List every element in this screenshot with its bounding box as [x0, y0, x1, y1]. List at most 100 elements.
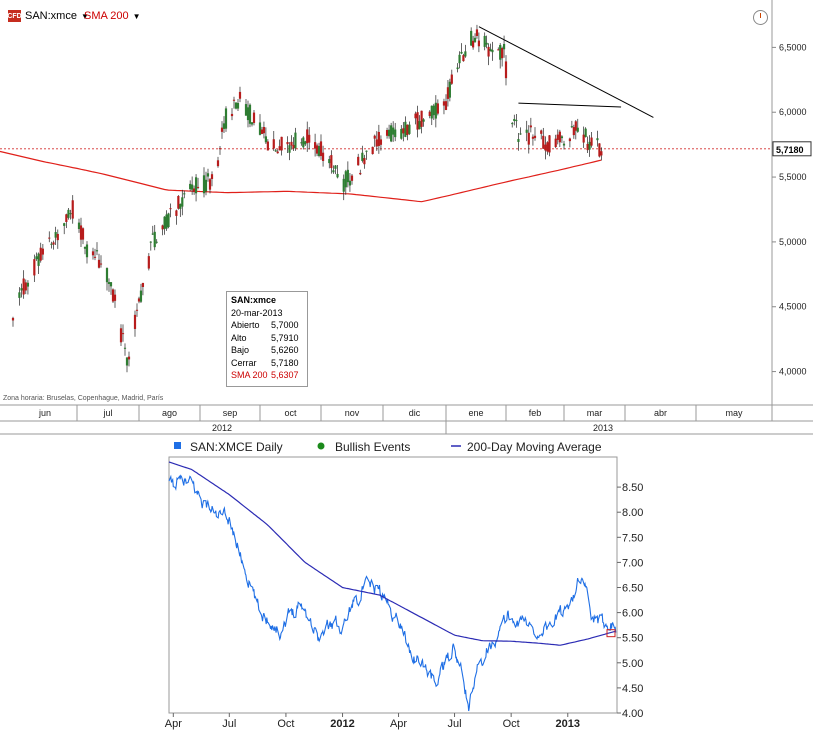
- y-tick-label: 5.00: [622, 658, 643, 670]
- candle-body: [24, 282, 27, 291]
- candle-body: [121, 333, 125, 335]
- candle-body: [35, 256, 38, 260]
- candle-body: [191, 184, 194, 190]
- x-tick-label: abr: [654, 408, 667, 418]
- legend-dot-icon: [317, 442, 325, 450]
- x-tick-label: nov: [345, 408, 360, 418]
- x-tick-label: Jul: [448, 718, 462, 730]
- candle-body: [377, 131, 380, 146]
- candle-body: [11, 317, 15, 321]
- y-tick-label: 6,5000: [779, 42, 807, 52]
- candle-body: [588, 141, 591, 150]
- candle-body: [504, 61, 508, 79]
- candle-body: [306, 129, 309, 144]
- candle-body: [446, 87, 450, 99]
- candle-body: [540, 130, 543, 134]
- candle-body: [294, 132, 297, 149]
- candle-body: [361, 152, 364, 161]
- candle-body: [574, 121, 577, 131]
- info-row-close: Cerrar 5,7180: [231, 357, 299, 368]
- candle-body: [246, 107, 250, 121]
- candle-body: [272, 139, 275, 149]
- candle-body: [71, 200, 74, 219]
- indicator-selector[interactable]: SMA 200 ▼: [84, 8, 141, 24]
- line-chart: SAN:XMCE Daily Bullish Events 200-Day Movi…: [165, 440, 644, 730]
- candle-body: [373, 135, 376, 139]
- candle-body: [99, 263, 103, 265]
- y-tick-label: 8.50: [622, 482, 643, 494]
- candle-body: [125, 357, 129, 366]
- last-price-box: [772, 141, 812, 157]
- candle-body: [151, 233, 154, 235]
- candle-body: [194, 177, 198, 194]
- candle-body: [471, 40, 475, 48]
- candle-body: [91, 251, 95, 256]
- candle-body: [244, 104, 248, 116]
- indicator-label: SMA 200: [84, 10, 129, 22]
- candle-body: [475, 29, 479, 36]
- candle-body: [483, 35, 486, 47]
- candle-body: [392, 127, 395, 135]
- candle-body: [141, 282, 145, 288]
- legend-square-icon: [174, 442, 181, 449]
- candle-body: [432, 105, 435, 116]
- y-tick-label: 5.50: [622, 633, 643, 645]
- timezone-note: Zona horaria: Bruselas, Copenhague, Madr…: [3, 395, 164, 402]
- candle-body: [554, 138, 557, 147]
- candle-body: [274, 150, 277, 152]
- candle-body: [404, 121, 407, 137]
- candle-body: [286, 142, 289, 145]
- candle-body: [317, 146, 321, 156]
- candle-body: [529, 125, 532, 128]
- candle-body: [81, 228, 85, 240]
- candle-body: [394, 129, 397, 138]
- candle-body: [280, 136, 283, 151]
- candle-body: [313, 142, 317, 149]
- candle-body: [54, 232, 57, 238]
- candle-body: [179, 203, 182, 209]
- candle-body: [105, 268, 109, 283]
- candle-body: [330, 155, 333, 169]
- candle-body: [133, 314, 137, 329]
- candle-body: [50, 243, 53, 245]
- symbol-selector[interactable]: CFD SAN:xmce ▼: [7, 8, 89, 24]
- x-tick-label: feb: [529, 408, 542, 418]
- y-tick-label: 4,0000: [779, 367, 807, 377]
- candle-body: [79, 225, 83, 240]
- x-tick-label: 2012: [330, 718, 354, 730]
- candle-body: [379, 139, 383, 145]
- candle-body: [222, 123, 226, 129]
- candle-body: [202, 175, 206, 194]
- legend-label: SAN:XMCE Daily: [190, 440, 283, 454]
- candle-body: [288, 145, 291, 153]
- last-value-marker: [606, 629, 616, 638]
- candle-body: [464, 51, 467, 57]
- candle-body: [458, 54, 461, 64]
- candle-body: [350, 175, 354, 181]
- candle-body: [169, 208, 172, 210]
- candle-body: [26, 282, 30, 287]
- moving-average-line: [168, 461, 616, 646]
- candle-body: [590, 137, 593, 146]
- y-tick-label: 7.50: [622, 532, 643, 544]
- candle-body: [489, 48, 492, 52]
- candle-body: [175, 210, 178, 216]
- candle-body: [513, 118, 516, 121]
- candle-body: [586, 143, 589, 151]
- candle-body: [477, 40, 481, 47]
- candle-body: [546, 142, 549, 152]
- candle-body: [63, 223, 66, 226]
- clock-icon[interactable]: [753, 10, 768, 25]
- sma-200-line: [0, 150, 602, 203]
- candle-body: [161, 225, 164, 230]
- x-tick-label: jul: [102, 408, 112, 418]
- candle-body: [418, 121, 421, 130]
- candle-body: [332, 170, 335, 173]
- candle-body: [501, 48, 504, 59]
- candle-body: [375, 139, 378, 147]
- candlestick-chart-panel: 6,5000 6,0000 5,5000 5,0000 4,5000 4,0000 jun…: [0, 0, 813, 436]
- candle-body: [365, 150, 368, 152]
- candle-body: [139, 290, 143, 302]
- candle-body: [359, 172, 362, 175]
- candle-body: [434, 102, 437, 119]
